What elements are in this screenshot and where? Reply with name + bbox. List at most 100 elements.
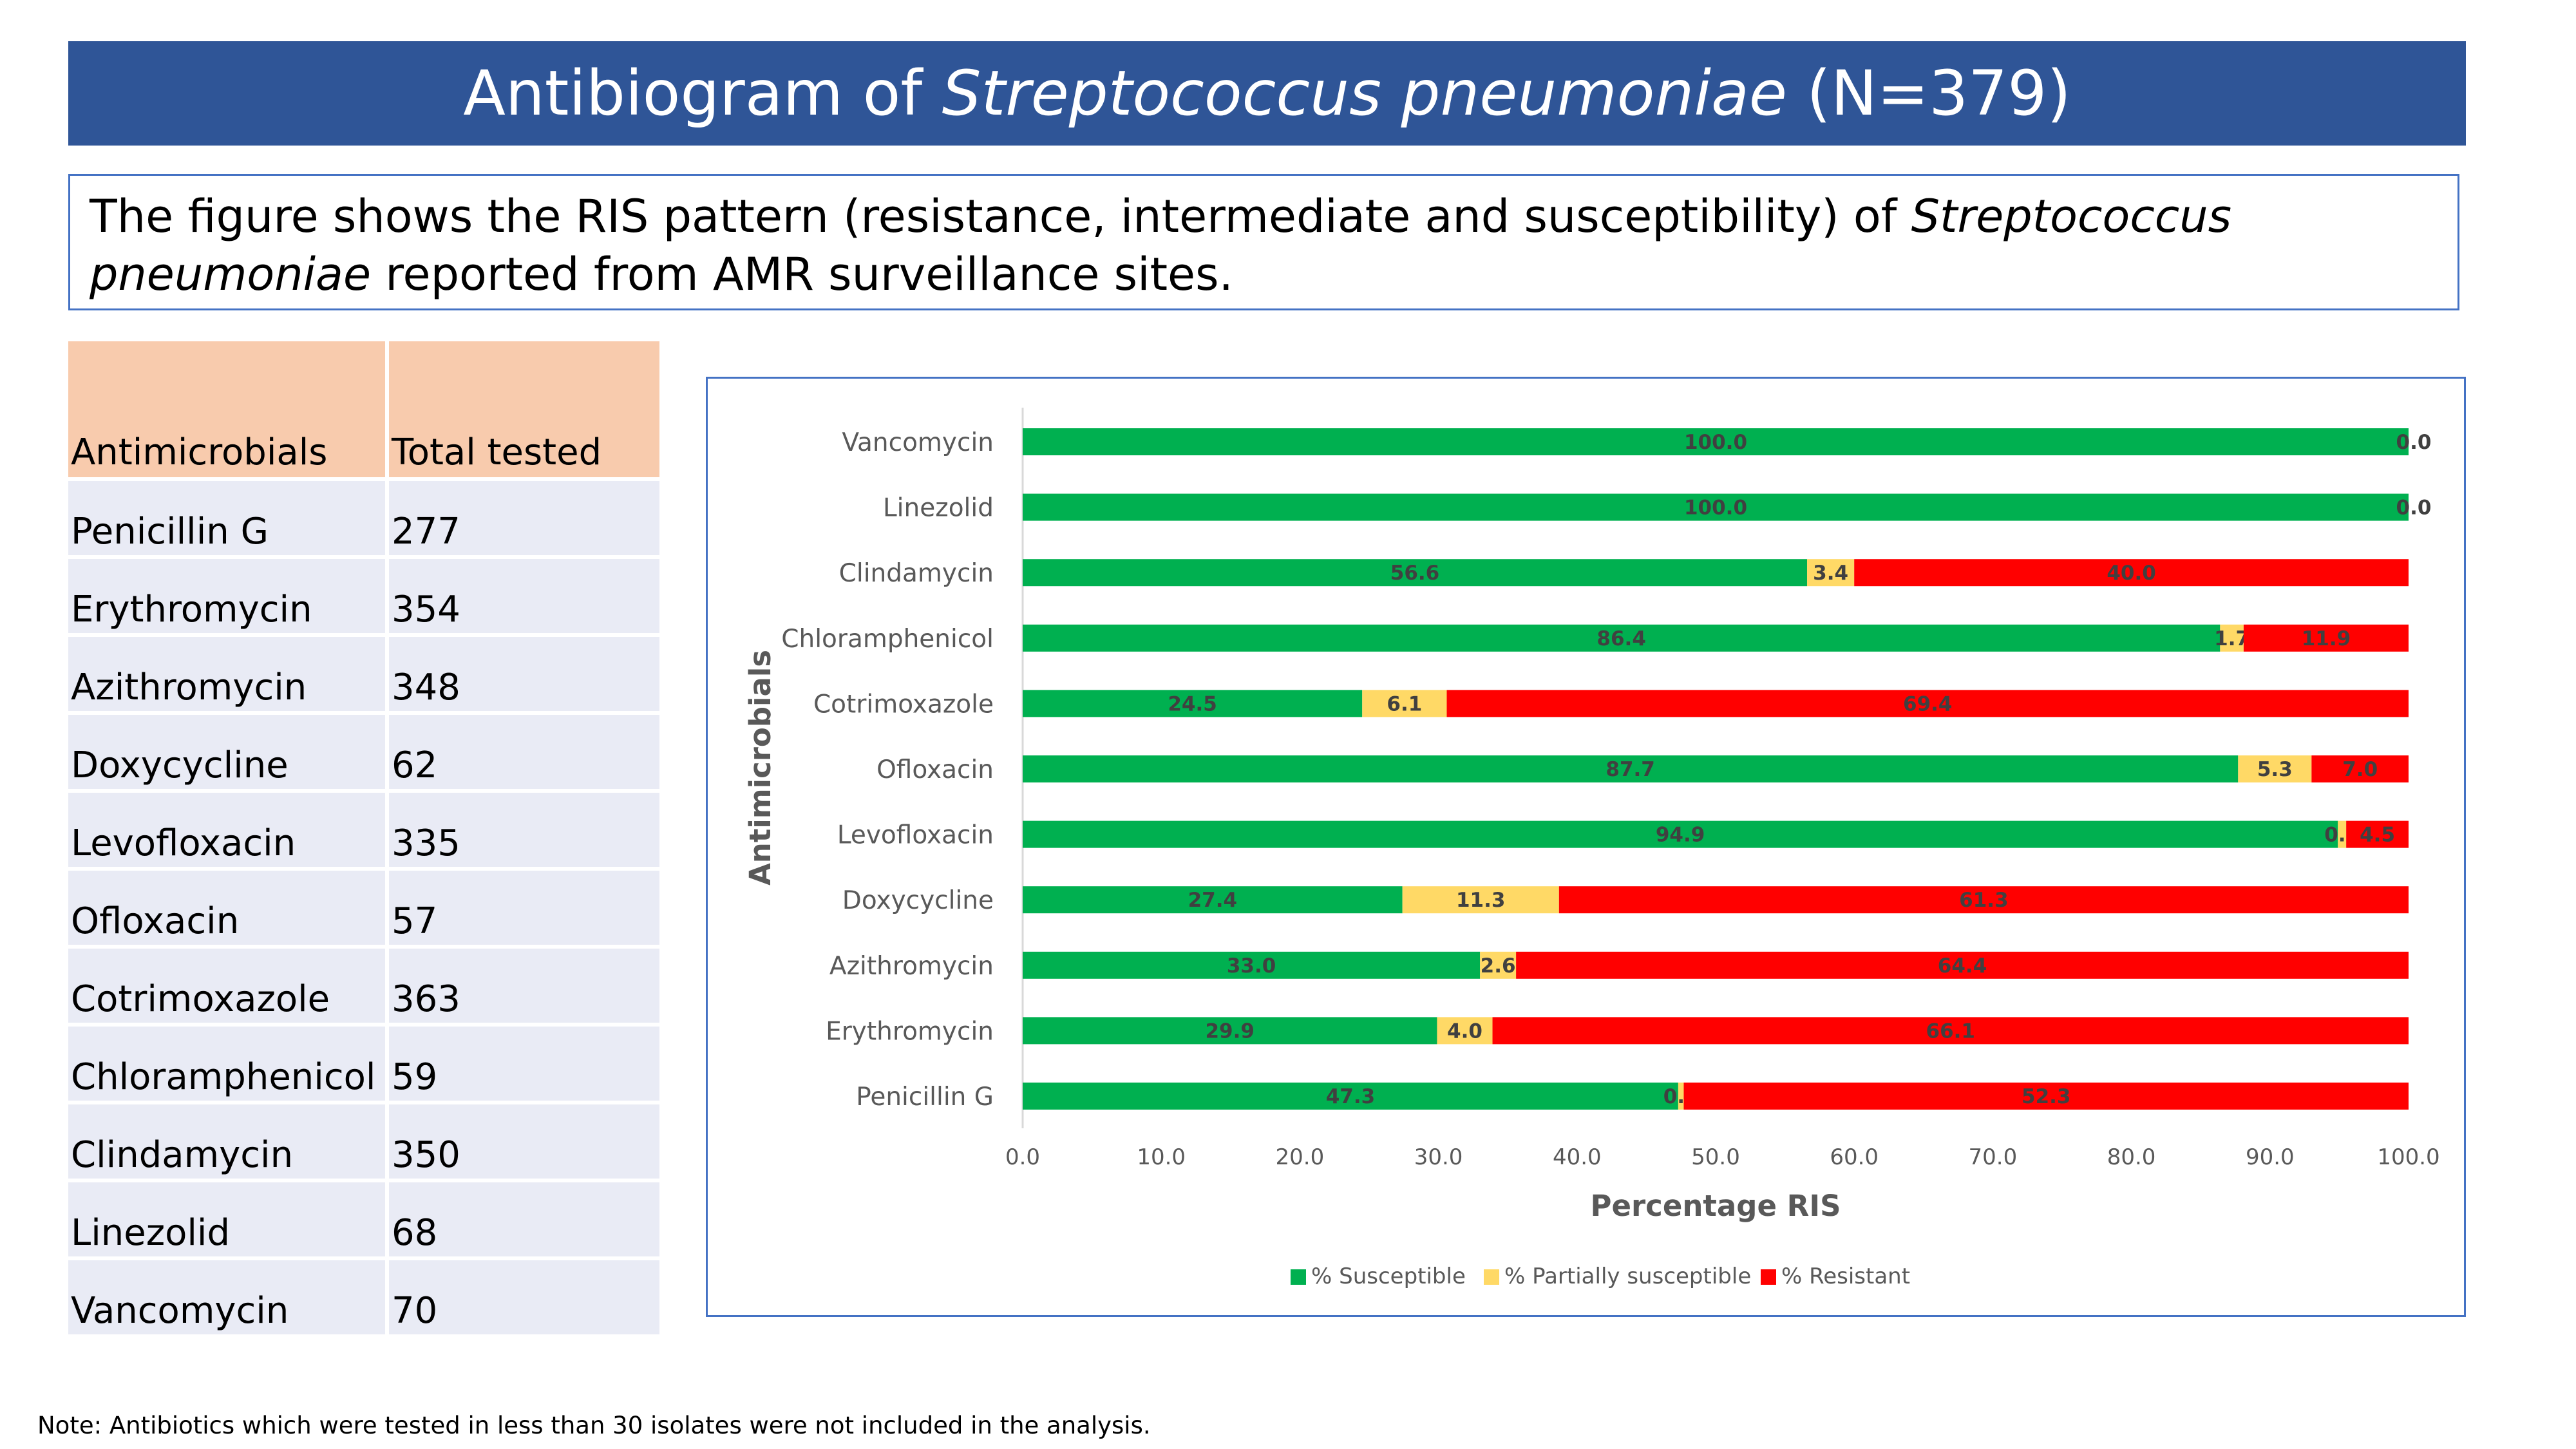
data-label: 61.3 [1959,889,2009,912]
ris-chart-svg: Vancomycin 100.0 0.0 Linezolid 100.0 0.0 Clind… [743,408,2440,1289]
table-row: Erythromycin 354 [68,559,659,633]
data-label: 100.0 [1684,431,1747,454]
data-label: 4.0 [1447,1019,1482,1043]
footnote: Note: Antibiotics which were tested in l… [37,1412,1151,1439]
bar-resistant [1446,690,2409,717]
x-axis-title: Percentage RIS [1590,1189,1841,1223]
description-part1: The figure shows the RIS pattern (resist… [90,190,1911,243]
data-label: 7.0 [2342,758,2378,781]
bar-susceptible [1023,690,1363,717]
data-label: 0.0 [2396,497,2432,520]
title-suffix: (N=379) [1786,57,2071,129]
bar-susceptible [1023,624,2221,652]
legend-label: % Resistant [1781,1264,1910,1289]
x-tick-label: 10.0 [1137,1144,1186,1170]
row-name: Penicillin G [68,481,385,555]
row-total: 363 [389,949,659,1023]
data-label: 5.3 [2257,758,2293,781]
bar-resistant [1516,951,2409,979]
bar-susceptible [1023,755,2239,782]
row-total: 354 [389,559,659,633]
header-total-tested: Total tested [389,341,659,477]
table-row: Azithromycin 348 [68,637,659,711]
bar-resistant [1854,559,2409,587]
bar-resistant [1683,1083,2409,1110]
bar-partially-susceptible [2238,755,2312,782]
table-row: Vancomycin 70 [68,1260,659,1334]
bar-susceptible [1023,1017,1437,1045]
title-prefix: Antibiogram of [463,57,942,129]
data-label: 0.0 [2396,431,2432,454]
bar-partially-susceptible [1678,1083,1684,1110]
data-label: 69.4 [1903,692,1953,715]
data-label: 3.4 [1813,562,1848,585]
category-label: Vancomycin [842,428,994,457]
data-label: 64.4 [1938,954,1987,978]
description-box: The figure shows the RIS pattern (resist… [68,174,2459,310]
data-label: 29.9 [1205,1019,1255,1043]
legend-label: % Susceptible [1311,1264,1466,1289]
row-name: Erythromycin [68,559,385,633]
table-row: Cotrimoxazole 363 [68,949,659,1023]
title-organism: Streptococcus pneumoniae [942,57,1787,129]
tested-table: Antimicrobials Total tested Penicillin G… [64,337,663,1338]
legend-swatch [1761,1269,1776,1285]
category-label: Ofloxacin [876,755,994,784]
data-label: 66.1 [1926,1019,1976,1043]
row-total: 59 [389,1027,659,1101]
row-total: 57 [389,871,659,945]
table-row: Levofloxacin 335 [68,793,659,867]
bar-susceptible [1023,1083,1678,1110]
bar-resistant [1492,1017,2409,1045]
data-label: 100.0 [1684,497,1747,520]
table-row: Clindamycin 350 [68,1104,659,1179]
x-tick-label: 60.0 [1830,1144,1879,1170]
table-row: Chloramphenicol 59 [68,1027,659,1101]
row-name: Linezolid [68,1182,385,1256]
bar-partially-susceptible [1362,690,1447,717]
data-label: 52.3 [2022,1085,2071,1108]
row-total: 335 [389,793,659,867]
legend-swatch [1291,1269,1306,1285]
data-label: 47.3 [1326,1085,1376,1108]
row-name: Cotrimoxazole [68,949,385,1023]
bar-resistant [1558,886,2409,914]
row-total: 350 [389,1104,659,1179]
bar-susceptible [1023,428,2409,455]
data-label: 4.5 [2360,824,2395,847]
x-tick-label: 80.0 [2107,1144,2156,1170]
data-label: 87.7 [1605,758,1655,781]
row-name: Levofloxacin [68,793,385,867]
bar-partially-susceptible [2220,624,2244,652]
row-total: 70 [389,1260,659,1334]
category-label: Doxycycline [842,886,994,915]
data-label: 2.6 [1481,954,1516,978]
bar-partially-susceptible [1807,559,1855,587]
data-label: 33.0 [1227,954,1276,978]
category-label: Erythromycin [826,1017,994,1046]
legend-swatch [1484,1269,1499,1285]
row-name: Doxycycline [68,715,385,789]
row-name: Clindamycin [68,1104,385,1179]
x-tick-label: 70.0 [1969,1144,2018,1170]
category-label: Cotrimoxazole [813,690,994,719]
row-total: 348 [389,637,659,711]
bar-resistant [2243,624,2409,652]
data-label: 11.9 [2302,627,2351,650]
data-label: 40.0 [2107,562,2156,585]
category-label: Azithromycin [829,952,994,981]
data-label: 27.4 [1188,889,1238,912]
data-label: 11.3 [1456,889,1506,912]
category-label: Clindamycin [839,559,994,588]
category-label: Chloramphenicol [781,625,994,654]
bar-partially-susceptible [1437,1017,1493,1045]
row-name: Vancomycin [68,1260,385,1334]
data-label: 86.4 [1596,627,1646,650]
bar-susceptible [1023,820,2338,848]
category-label: Levofloxacin [837,821,994,850]
table-row: Penicillin G 277 [68,481,659,555]
data-label: 24.5 [1168,692,1217,715]
category-label: Penicillin G [856,1083,994,1112]
data-label: 94.9 [1656,824,1705,847]
bar-partially-susceptible [1402,886,1559,914]
